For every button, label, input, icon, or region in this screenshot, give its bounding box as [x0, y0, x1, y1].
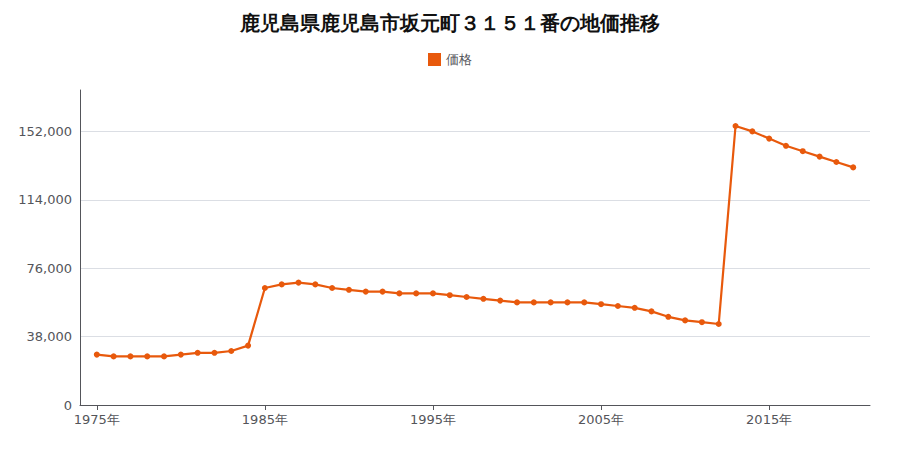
svg-text:38,000: 38,000 [27, 329, 73, 344]
svg-text:152,000: 152,000 [18, 124, 72, 139]
svg-text:0: 0 [64, 398, 72, 413]
svg-text:2005年: 2005年 [578, 412, 624, 427]
svg-text:114,000: 114,000 [18, 192, 72, 207]
svg-text:1985年: 1985年 [242, 412, 288, 427]
svg-text:76,000: 76,000 [27, 261, 73, 276]
svg-text:1995年: 1995年 [410, 412, 456, 427]
svg-text:2015年: 2015年 [746, 412, 792, 427]
svg-text:鹿児島県鹿児島市坂元町３１５１番の地価推移: 鹿児島県鹿児島市坂元町３１５１番の地価推移 [239, 11, 660, 35]
svg-text:価格: 価格 [446, 52, 472, 67]
svg-text:1975年: 1975年 [74, 412, 120, 427]
